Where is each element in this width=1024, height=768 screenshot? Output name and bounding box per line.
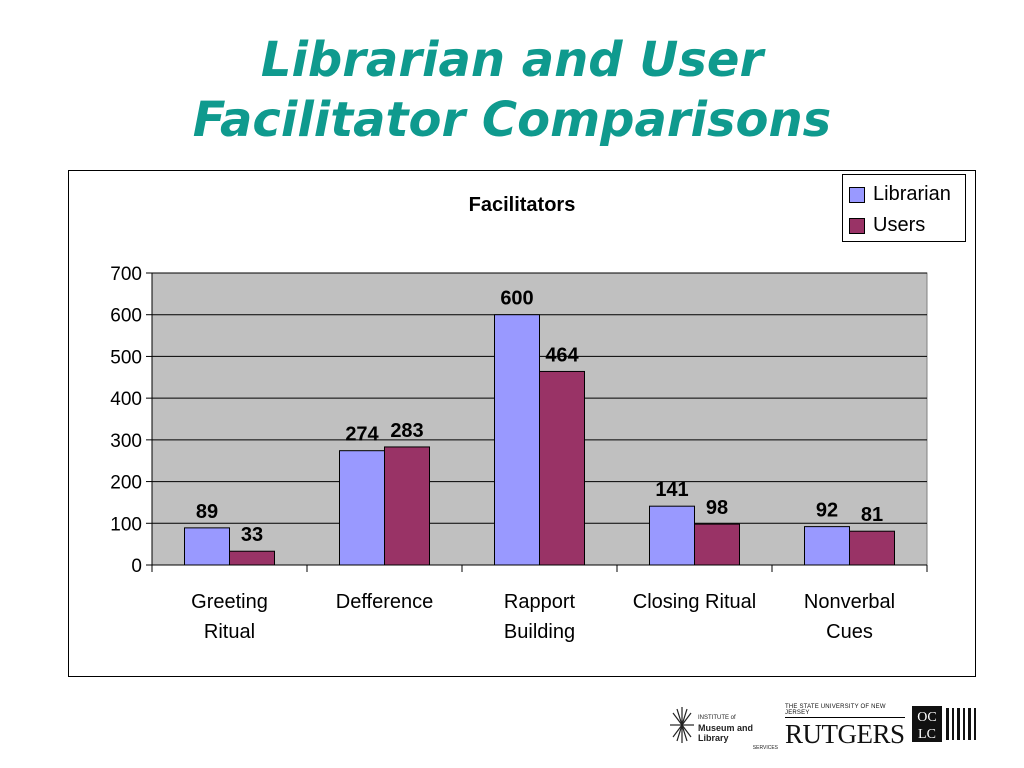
plot-area: 0 100 200 300 400 500 600 700 89 33 Greeting Ritual… bbox=[110, 264, 928, 643]
data-label-users: 81 bbox=[861, 504, 883, 526]
bar-users bbox=[539, 370, 585, 566]
x-tick-label: Greeting bbox=[191, 591, 268, 613]
data-label-librarian: 141 bbox=[655, 479, 688, 501]
imls-line-3: SERVICES bbox=[752, 745, 778, 751]
x-tick-label: Building bbox=[504, 621, 575, 643]
bar-librarian bbox=[804, 526, 850, 566]
legend-item-librarian: Librarian bbox=[849, 179, 965, 210]
legend-swatch-users bbox=[849, 217, 865, 234]
slide-title-line-2: Facilitator Comparisons bbox=[192, 92, 832, 148]
rutgers-tagline: THE STATE UNIVERSITY OF NEW JERSEY bbox=[785, 704, 905, 718]
data-label-librarian: 600 bbox=[500, 288, 533, 310]
imls-logo: INSTITUTE of Museum and Library SERVICES bbox=[668, 705, 778, 751]
data-label-librarian: 274 bbox=[345, 424, 379, 446]
data-label-librarian: 92 bbox=[816, 500, 838, 522]
bar-librarian bbox=[339, 450, 385, 566]
data-label-users: 464 bbox=[545, 344, 579, 366]
rutgers-logo: THE STATE UNIVERSITY OF NEW JERSEY RUTGE… bbox=[785, 704, 905, 749]
y-tick-label: 100 bbox=[110, 514, 142, 535]
data-label-users: 98 bbox=[706, 497, 728, 519]
imls-logo-text: INSTITUTE of Museum and Library SERVICES bbox=[698, 713, 778, 753]
bar-users bbox=[849, 530, 895, 566]
y-tick-label: 300 bbox=[110, 431, 142, 452]
data-label-librarian: 89 bbox=[196, 501, 218, 523]
footer-logos: INSTITUTE of Museum and Library SERVICES… bbox=[660, 700, 990, 751]
oclc-logo-top: OC bbox=[917, 710, 936, 725]
y-tick-label: 500 bbox=[110, 347, 142, 368]
x-tick-label: Nonverbal bbox=[804, 591, 895, 613]
bar-users bbox=[694, 523, 740, 566]
legend-label-librarian: Librarian bbox=[873, 183, 951, 205]
imls-line-1: INSTITUTE of bbox=[698, 715, 736, 721]
bar-librarian bbox=[494, 314, 540, 566]
oclc-logo: OC LC bbox=[912, 706, 976, 742]
y-tick-label: 400 bbox=[110, 389, 142, 410]
slide-title-line-1: Librarian and User bbox=[260, 32, 764, 88]
legend-swatch-librarian bbox=[849, 186, 865, 203]
legend-item-users: Users bbox=[849, 210, 965, 241]
data-label-users: 33 bbox=[241, 524, 263, 546]
x-tick-label: Defference bbox=[336, 591, 433, 613]
bar-users bbox=[384, 446, 430, 566]
slide-title: Librarian and User Facilitator Compariso… bbox=[0, 30, 1024, 150]
bar-librarian bbox=[184, 527, 230, 566]
x-tick-label: Ritual bbox=[204, 621, 255, 643]
legend: Librarian Users bbox=[842, 174, 966, 242]
bar-users bbox=[229, 550, 275, 566]
legend-label-users: Users bbox=[873, 214, 926, 236]
oclc-logo-bottom: LC bbox=[918, 727, 936, 742]
starburst-icon bbox=[670, 707, 694, 743]
y-tick-label: 700 bbox=[110, 264, 142, 285]
chart-title: Facilitators bbox=[469, 194, 576, 216]
y-tick-label: 200 bbox=[110, 473, 142, 494]
imls-line-2: Museum and Library bbox=[698, 723, 754, 743]
rutgers-wordmark: RUTGERS bbox=[785, 719, 905, 749]
y-tick-label: 0 bbox=[131, 556, 142, 577]
x-tick-label: Cues bbox=[826, 621, 873, 643]
bar-librarian bbox=[649, 505, 695, 566]
x-tick-label: Closing Ritual bbox=[633, 591, 756, 613]
y-tick-label: 600 bbox=[110, 306, 142, 327]
x-tick-label: Rapport bbox=[504, 591, 576, 613]
data-label-users: 283 bbox=[390, 420, 423, 442]
